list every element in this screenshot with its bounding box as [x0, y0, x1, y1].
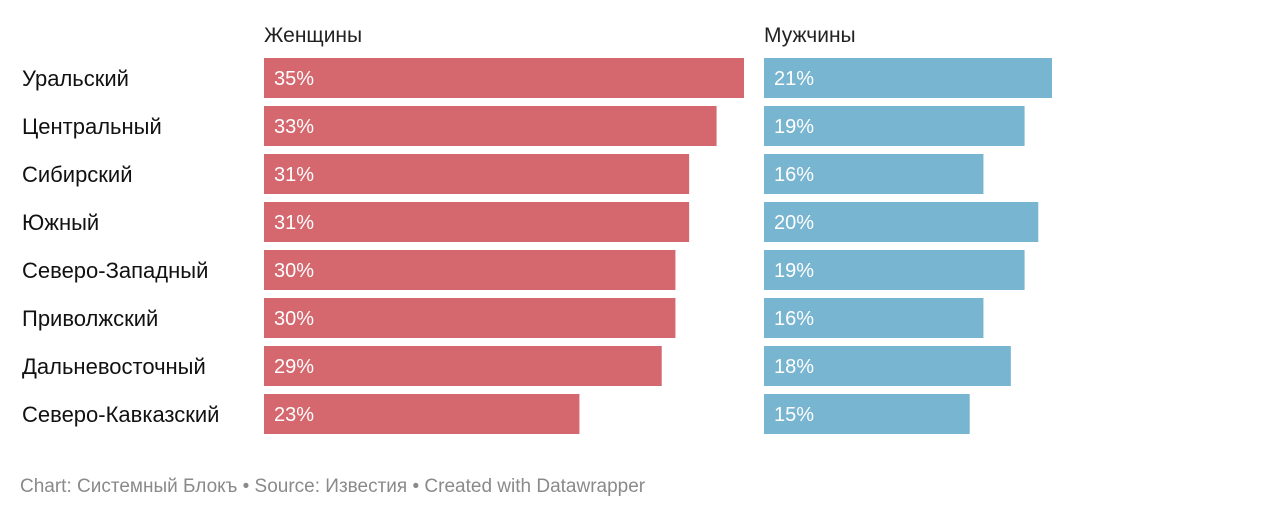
bar-value-label-0-7: 23% — [274, 404, 314, 426]
bar-0-6 — [264, 346, 662, 386]
bar-value-label-1-5: 16% — [774, 308, 814, 330]
bar-0-1 — [264, 106, 717, 146]
bar-1-2 — [764, 154, 984, 194]
bar-value-label-0-4: 30% — [274, 260, 314, 282]
category-label-3: Южный — [22, 210, 99, 235]
bar-value-label-0-1: 33% — [274, 116, 314, 138]
bar-0-7 — [264, 394, 580, 434]
bar-1-5 — [764, 298, 984, 338]
bar-1-0 — [764, 58, 1052, 98]
bar-1-7 — [764, 394, 970, 434]
bar-value-label-0-6: 29% — [274, 356, 314, 378]
bar-value-label-1-7: 15% — [774, 404, 814, 426]
bar-1-3 — [764, 202, 1039, 242]
bar-1-1 — [764, 106, 1025, 146]
bar-value-label-0-2: 31% — [274, 164, 314, 186]
category-label-0: Уральский — [22, 66, 129, 91]
bar-0-2 — [264, 154, 690, 194]
category-label-2: Сибирский — [22, 162, 133, 187]
bar-value-label-1-3: 20% — [774, 212, 814, 234]
bar-1-6 — [764, 346, 1011, 386]
bar-value-label-0-5: 30% — [274, 308, 314, 330]
bar-value-label-1-2: 16% — [774, 164, 814, 186]
series-title-0: Женщины — [264, 24, 362, 47]
series-title-1: Мужчины — [764, 24, 856, 47]
bar-0-5 — [264, 298, 676, 338]
chart-footer: Chart: Системный Блокъ • Source: Извести… — [20, 476, 646, 497]
bar-1-4 — [764, 250, 1025, 290]
category-label-5: Приволжский — [22, 306, 158, 331]
bar-0-4 — [264, 250, 676, 290]
bar-value-label-0-3: 31% — [274, 212, 314, 234]
category-label-1: Центральный — [22, 114, 162, 139]
category-label-4: Северо-Западный — [22, 258, 208, 283]
category-label-7: Северо-Кавказский — [22, 402, 219, 427]
bar-value-label-1-1: 19% — [774, 116, 814, 138]
bar-value-label-1-6: 18% — [774, 356, 814, 378]
bar-value-label-1-4: 19% — [774, 260, 814, 282]
category-label-6: Дальневосточный — [22, 354, 206, 379]
bar-value-label-1-0: 21% — [774, 68, 814, 90]
bar-value-label-0-0: 35% — [274, 68, 314, 90]
bar-0-3 — [264, 202, 690, 242]
bar-0-0 — [264, 58, 744, 98]
